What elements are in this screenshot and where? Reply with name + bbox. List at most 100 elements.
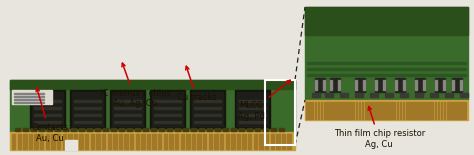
- Bar: [10, 80, 295, 89]
- Bar: [152, 92, 183, 126]
- Bar: [70, 90, 105, 128]
- Bar: [175, 134, 178, 149]
- Bar: [458, 102, 460, 119]
- Bar: [385, 102, 387, 119]
- Bar: [276, 134, 280, 149]
- Bar: [80, 134, 83, 149]
- Bar: [215, 128, 220, 131]
- Bar: [318, 102, 319, 119]
- Bar: [154, 107, 181, 109]
- Bar: [79, 128, 84, 131]
- Bar: [114, 100, 141, 102]
- Bar: [31, 128, 36, 131]
- Bar: [329, 102, 331, 119]
- Bar: [370, 102, 372, 119]
- Bar: [395, 78, 405, 92]
- Bar: [415, 93, 423, 97]
- Bar: [114, 107, 141, 109]
- Bar: [420, 102, 422, 119]
- Bar: [102, 134, 105, 149]
- Bar: [309, 102, 310, 119]
- Bar: [338, 80, 340, 90]
- Bar: [181, 134, 184, 149]
- Bar: [183, 128, 188, 131]
- Bar: [55, 128, 60, 131]
- Bar: [255, 128, 260, 131]
- Bar: [341, 102, 343, 119]
- Bar: [194, 121, 221, 123]
- Bar: [71, 128, 76, 131]
- Bar: [452, 80, 454, 90]
- Bar: [135, 128, 140, 131]
- Bar: [85, 134, 89, 149]
- Bar: [248, 134, 251, 149]
- Bar: [430, 93, 438, 97]
- Bar: [51, 134, 55, 149]
- Bar: [447, 102, 448, 119]
- Bar: [154, 114, 181, 116]
- Bar: [150, 90, 185, 128]
- Bar: [375, 78, 385, 92]
- Bar: [426, 102, 428, 119]
- Bar: [194, 107, 221, 109]
- Bar: [214, 134, 218, 149]
- Bar: [435, 78, 445, 92]
- Bar: [461, 102, 463, 119]
- Text: Contacts
Au, Cu: Contacts Au, Cu: [31, 88, 68, 143]
- Bar: [287, 134, 291, 149]
- Bar: [332, 102, 334, 119]
- Bar: [353, 102, 355, 119]
- Bar: [124, 134, 128, 149]
- Bar: [394, 102, 395, 119]
- Bar: [164, 134, 167, 149]
- Bar: [231, 128, 236, 131]
- Bar: [23, 134, 27, 149]
- Bar: [305, 100, 468, 120]
- Bar: [259, 134, 263, 149]
- Bar: [46, 134, 49, 149]
- Bar: [235, 90, 270, 128]
- Bar: [12, 134, 15, 149]
- Bar: [154, 121, 181, 123]
- Bar: [325, 93, 333, 97]
- Bar: [271, 134, 274, 149]
- Bar: [340, 93, 348, 97]
- Bar: [443, 80, 445, 90]
- Bar: [383, 80, 385, 90]
- Bar: [34, 121, 61, 123]
- Bar: [151, 128, 156, 131]
- Bar: [91, 134, 94, 149]
- Bar: [411, 102, 413, 119]
- Bar: [237, 92, 268, 126]
- Text: Cu tracks: Cu tracks: [177, 66, 217, 102]
- Bar: [65, 140, 77, 150]
- Bar: [367, 102, 369, 119]
- Bar: [347, 102, 348, 119]
- Bar: [307, 74, 466, 76]
- Bar: [191, 128, 196, 131]
- Bar: [223, 128, 228, 131]
- Bar: [72, 92, 103, 126]
- Bar: [110, 90, 145, 128]
- Bar: [359, 102, 360, 119]
- Bar: [10, 80, 295, 132]
- Bar: [14, 99, 44, 100]
- Bar: [415, 78, 425, 92]
- Bar: [265, 80, 295, 145]
- Bar: [415, 80, 417, 90]
- Bar: [456, 102, 457, 119]
- Bar: [74, 121, 101, 123]
- Bar: [192, 92, 223, 126]
- Bar: [385, 93, 393, 97]
- Bar: [194, 100, 221, 102]
- Bar: [239, 100, 266, 102]
- Bar: [315, 78, 325, 92]
- Bar: [435, 102, 437, 119]
- Bar: [315, 80, 317, 90]
- Bar: [247, 128, 252, 131]
- Bar: [355, 80, 357, 90]
- Bar: [63, 128, 68, 131]
- Bar: [445, 93, 453, 97]
- Bar: [305, 7, 468, 35]
- Bar: [114, 121, 141, 123]
